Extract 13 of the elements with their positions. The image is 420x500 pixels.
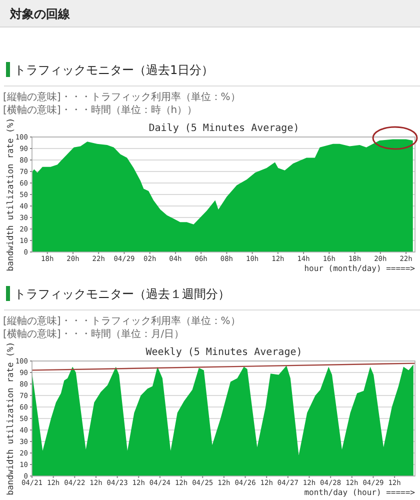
- chart-subtitle: Daily (5 Minutes Average): [148, 123, 300, 134]
- chart-title: トラフィックモニター（過去１週間分）: [14, 287, 230, 301]
- chart-title: トラフィックモニター（過去1日分）: [14, 63, 214, 77]
- x-axis-title: month/day (hour) =====>: [304, 488, 416, 497]
- text: [横軸の意味]・・・時間（単位：時（h））: [3, 104, 198, 116]
- text: [縦軸の意味]・・・トラフィック利用率（単位：%）: [3, 315, 240, 327]
- text: 対象の回線: [9, 7, 71, 21]
- y-axis-title: bandwidth utilization rate (%): [6, 342, 16, 496]
- text: [縦軸の意味]・・・トラフィック利用率（単位：%）: [3, 91, 240, 103]
- text: [横軸の意味]・・・時間（単位：月/日）: [3, 328, 184, 340]
- y-axis-title: bandwidth utilization rate (%): [6, 118, 16, 272]
- chart-subtitle: Weekly (5 Minutes Average): [146, 347, 302, 358]
- x-axis-title: hour (month/day) =====>: [304, 264, 416, 273]
